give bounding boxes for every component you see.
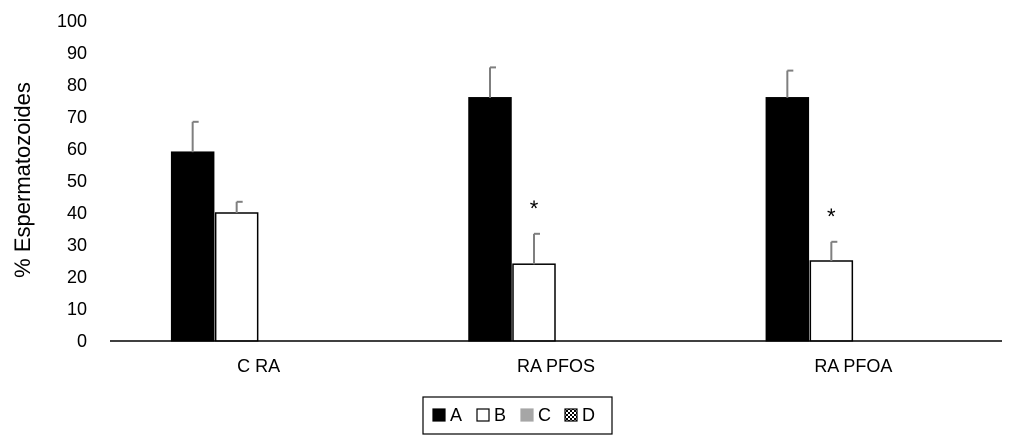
category-label: RA PFOS — [517, 356, 595, 376]
y-tick-label: 80 — [67, 75, 87, 95]
legend-label-d: D — [582, 405, 595, 425]
y-tick-label: 60 — [67, 139, 87, 159]
y-tick-label: 50 — [67, 171, 87, 191]
legend-box — [422, 396, 613, 435]
legend-swatch-a — [432, 408, 446, 422]
legend-label-a: A — [450, 405, 462, 425]
category-label: RA PFOA — [814, 356, 892, 376]
y-tick-label: 10 — [67, 299, 87, 319]
category-labels: C RA RA PFOS RA PFOA — [237, 356, 892, 376]
legend-swatch-c — [520, 408, 534, 422]
y-axis-ticks: 0 10 20 30 40 50 60 70 80 90 100 — [57, 11, 87, 351]
bar-b-0 — [214, 212, 259, 342]
y-tick-label: 90 — [67, 43, 87, 63]
category-label: C RA — [237, 356, 280, 376]
y-tick-label: 100 — [57, 11, 87, 31]
significance-marker: * — [827, 204, 836, 229]
y-tick-label: 30 — [67, 235, 87, 255]
legend-swatch-d — [564, 408, 578, 422]
y-tick-label: 70 — [67, 107, 87, 127]
bar-a-1 — [468, 97, 512, 342]
legend-label-b: B — [494, 405, 506, 425]
legend: A B C D — [422, 396, 613, 435]
y-tick-label: 0 — [77, 331, 87, 351]
bars-group — [170, 97, 854, 342]
annotations-group: * * — [530, 196, 836, 229]
bar-a-0 — [170, 151, 215, 342]
legend-label-c: C — [538, 405, 551, 425]
y-tick-label: 20 — [67, 267, 87, 287]
bar-a-2 — [765, 97, 810, 342]
y-axis-title: % Espermatozoides — [10, 82, 35, 278]
y-tick-label: 40 — [67, 203, 87, 223]
error-bars-group — [191, 66, 838, 265]
legend-swatch-b — [476, 408, 490, 422]
bar-b-2 — [809, 260, 854, 342]
bar-b-1 — [512, 263, 556, 342]
significance-marker: * — [530, 196, 539, 221]
